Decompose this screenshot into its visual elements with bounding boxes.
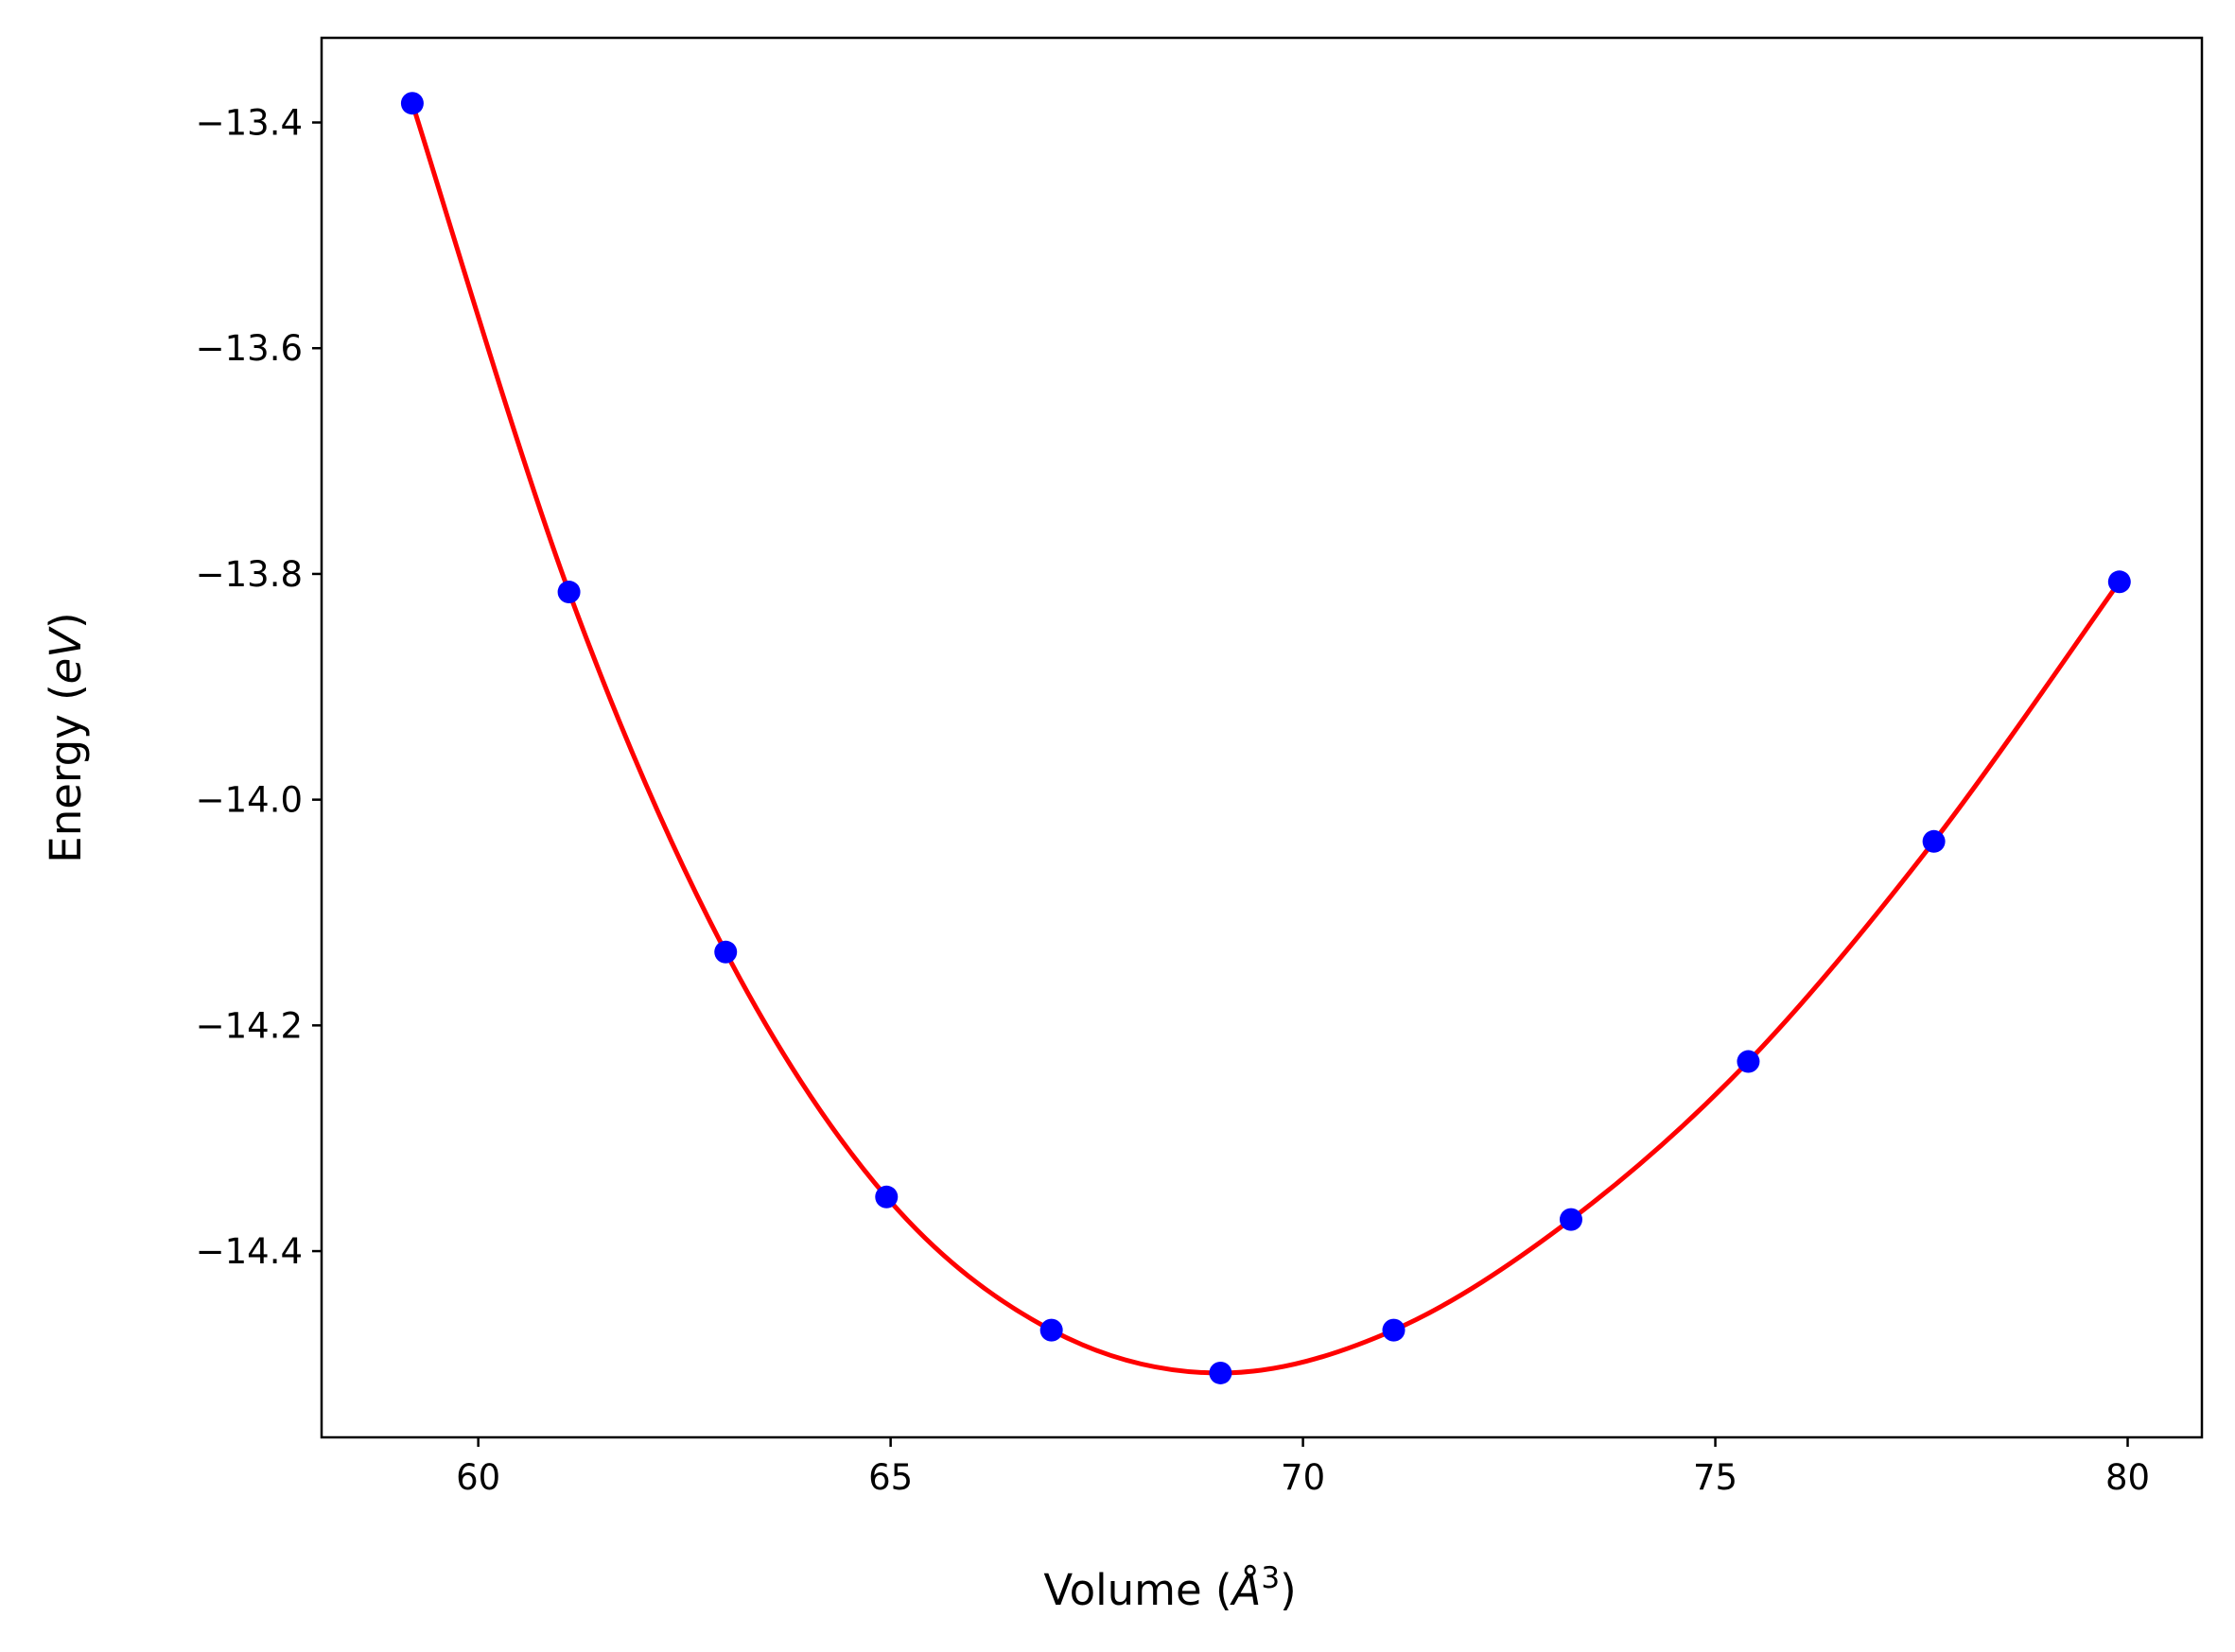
x-axis: 60 65 70 75 80 [456,1437,2150,1498]
data-point [2107,570,2131,594]
y-tick-label: −14.4 [196,1231,303,1272]
data-point [557,581,581,604]
plot-area [400,92,2131,1384]
y-tick-label: −13.6 [196,328,303,369]
y-tick-label: −13.4 [196,103,303,144]
x-tick-label: 60 [456,1457,500,1498]
data-point [1209,1361,1232,1384]
y-axis: −13.4 −13.6 −13.8 −14.0 −14.2 −14.4 [196,103,322,1272]
x-tick-label: 80 [2105,1457,2150,1498]
data-points [400,92,2131,1384]
fit-curve [410,102,2122,1376]
data-point [1922,829,1946,853]
data-point [400,92,424,115]
data-point [1039,1318,1063,1342]
y-tick-label: −14.0 [196,780,303,821]
data-point [1559,1208,1582,1231]
data-point [1382,1318,1406,1342]
data-point [714,940,738,964]
data-point [1737,1050,1760,1073]
x-tick-label: 65 [868,1457,913,1498]
x-tick-label: 75 [1693,1457,1737,1498]
y-tick-label: −13.8 [196,554,303,595]
plot-frame [320,36,2204,1439]
y-axis-label: Energy (eV) [41,612,91,862]
data-point [875,1185,899,1209]
y-tick-label: −14.2 [196,1005,303,1046]
x-tick-label: 70 [1281,1457,1325,1498]
x-axis-label: Volume (Å3) [1043,1561,1296,1615]
